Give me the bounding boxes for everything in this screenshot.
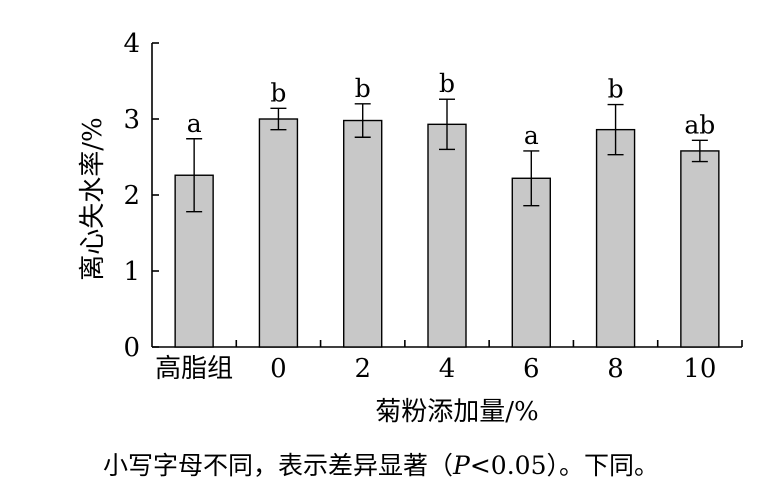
caption-text-after: <0.05）。下同。 <box>469 451 659 480</box>
figure-caption: 小写字母不同，表示差异显著（P<0.05）。下同。 <box>0 446 762 482</box>
x-tick-label: 10 <box>683 354 716 384</box>
significance-letter: b <box>270 78 286 107</box>
y-tick-label: 3 <box>123 105 140 135</box>
y-tick-label: 4 <box>123 29 140 59</box>
x-tick-label: 高脂组 <box>155 354 233 384</box>
x-tick-label: 4 <box>439 354 456 384</box>
significance-letter: a <box>187 109 202 138</box>
chart-area: 0 1 2 3 4 a 高脂组 b 0 b 2 b 4 a 6 b 8 ab 10 菊粉添加量/% 离心失水率/% <box>78 29 743 427</box>
significance-letter: b <box>439 69 455 98</box>
y-tick-label: 0 <box>123 333 140 363</box>
caption-p-symbol: P <box>453 451 470 480</box>
significance-letter: b <box>355 74 371 103</box>
y-axis-title: 离心失水率/% <box>78 117 108 280</box>
y-tick-label: 2 <box>123 181 140 211</box>
bar-chart: 0 1 2 3 4 a 高脂组 b 0 b 2 b 4 a 6 b 8 ab 10 菊粉添加量/% 离心失水率/% <box>78 29 743 427</box>
bar <box>680 150 720 348</box>
significance-letter: ab <box>684 110 715 139</box>
bar <box>174 174 214 348</box>
bar <box>258 118 299 348</box>
y-tick-label: 1 <box>123 257 140 287</box>
bar <box>511 177 551 348</box>
bar <box>343 119 383 348</box>
significance-letter: b <box>608 75 624 104</box>
bar <box>427 123 467 348</box>
caption-text-before: 小写字母不同，表示差异显著（ <box>103 451 454 480</box>
significance-letter: a <box>524 121 539 150</box>
x-tick-label: 8 <box>607 354 624 384</box>
x-tick-label: 6 <box>523 354 540 384</box>
bar <box>595 128 636 348</box>
x-tick-label: 0 <box>270 354 287 384</box>
x-tick-label: 2 <box>354 354 371 384</box>
x-axis-title: 菊粉添加量/% <box>375 397 538 427</box>
